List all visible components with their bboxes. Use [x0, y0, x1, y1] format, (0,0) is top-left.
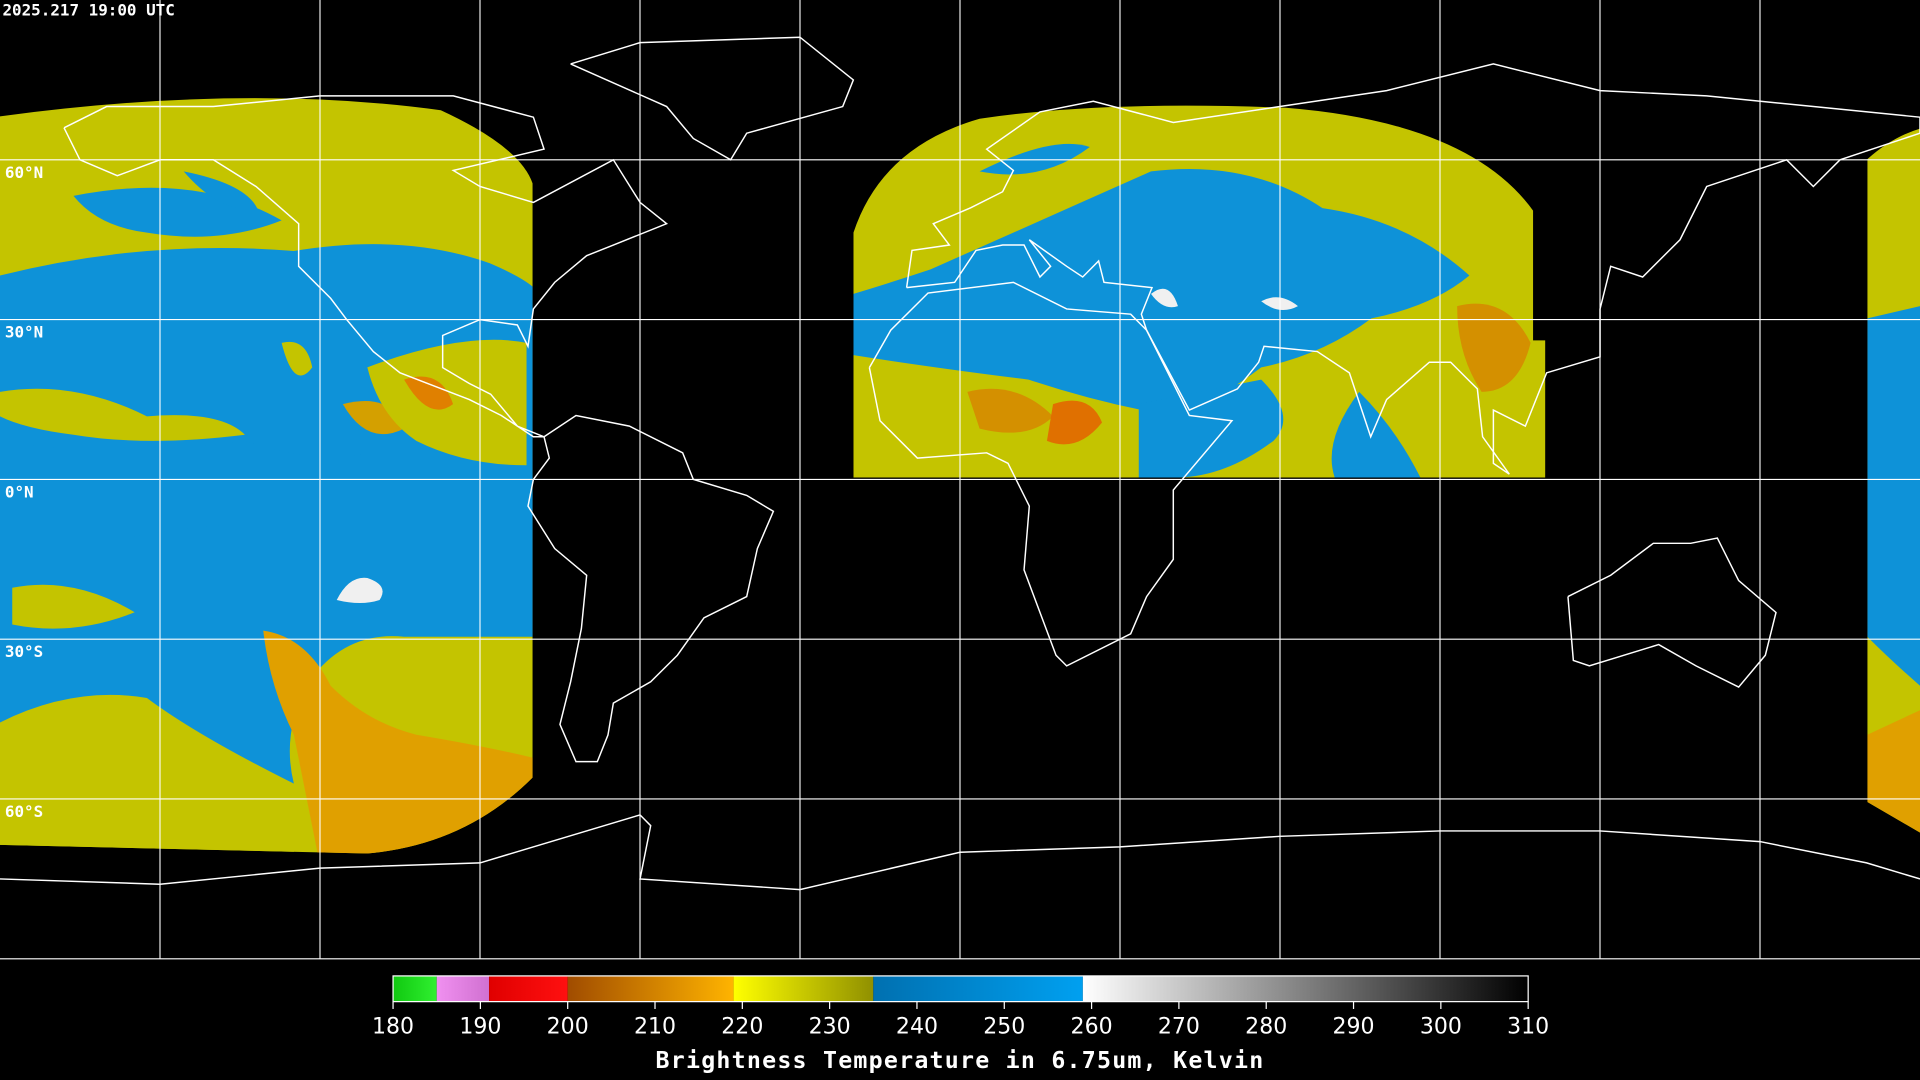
colorbar-segment	[733, 975, 874, 1002]
colorbar-segment	[567, 975, 734, 1002]
colorbar-title: Brightness Temperature in 6.75um, Kelvin	[656, 1047, 1265, 1074]
colorbar-tick-label: 260	[1071, 1014, 1113, 1039]
colorbar-segment	[436, 975, 490, 1002]
colorbar-tick-label: 210	[634, 1014, 676, 1039]
colorbar-tick-label: 200	[547, 1014, 589, 1039]
colorbar-segment	[1082, 975, 1529, 1002]
timestamp: 2025.217 19:00 UTC	[2, 1, 174, 20]
latitude-label: 30°S	[5, 642, 43, 661]
colorbar-tick-label: 240	[896, 1014, 938, 1039]
colorbar-tick-label: 300	[1420, 1014, 1462, 1039]
colorbar-tick-label: 270	[1158, 1014, 1200, 1039]
colorbar: 180 190 200 210 220 230 240 250 260 270 280 290 300 3…	[372, 975, 1549, 1039]
satellite-imagery-east	[1867, 128, 1920, 833]
colorbar-tick-label: 280	[1245, 1014, 1287, 1039]
latitude-label: 0°N	[5, 482, 34, 501]
colorbar-segment	[489, 975, 568, 1002]
colorbar-segment	[873, 975, 1083, 1002]
colorbar-tick-label: 250	[983, 1014, 1025, 1039]
colorbar-tick-label: 180	[372, 1014, 414, 1039]
latitude-label: 30°N	[5, 323, 43, 342]
colorbar-tick-label: 190	[459, 1014, 501, 1039]
coastlines	[0, 36, 1920, 891]
coastline-antarctica	[0, 814, 1920, 891]
coastline-eurasia	[905, 63, 1920, 475]
colorbar-segment	[393, 975, 437, 1002]
latitude-label: 60°S	[5, 802, 43, 821]
colorbar-tick-label: 220	[721, 1014, 763, 1039]
colorbar-tick-label: 230	[809, 1014, 851, 1039]
colorbar-tick-label: 290	[1333, 1014, 1375, 1039]
colorbar-tick-label: 310	[1507, 1014, 1549, 1039]
coastline-greenland	[570, 36, 855, 161]
colorbar-frame	[392, 975, 1529, 1003]
coastline-australia	[1567, 537, 1777, 688]
graticule: 60°N 30°N 0°N 30°S 60°S	[0, 0, 1920, 960]
coastline-north-america	[63, 95, 669, 438]
satellite-imagery-central	[853, 105, 1546, 478]
satellite-imagery-west	[0, 98, 533, 854]
latitude-label: 60°N	[5, 163, 43, 182]
coastline-africa	[868, 281, 1234, 667]
